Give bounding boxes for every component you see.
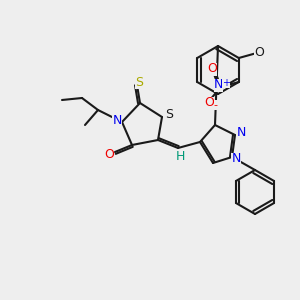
Text: N: N	[112, 113, 122, 127]
Text: S: S	[135, 76, 143, 88]
Text: N: N	[214, 79, 224, 92]
Text: N: N	[231, 152, 241, 166]
Text: O: O	[207, 62, 217, 76]
Text: H: H	[175, 149, 185, 163]
Text: +: +	[222, 78, 230, 88]
Text: -: -	[214, 100, 218, 110]
Text: N: N	[236, 127, 246, 140]
Text: O: O	[104, 148, 114, 160]
Text: O: O	[254, 46, 264, 59]
Text: S: S	[165, 109, 173, 122]
Text: O: O	[204, 97, 214, 110]
